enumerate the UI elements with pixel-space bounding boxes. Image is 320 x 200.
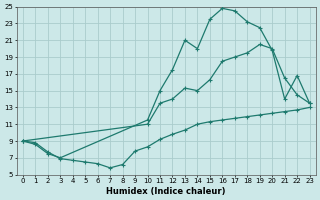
X-axis label: Humidex (Indice chaleur): Humidex (Indice chaleur) xyxy=(107,187,226,196)
